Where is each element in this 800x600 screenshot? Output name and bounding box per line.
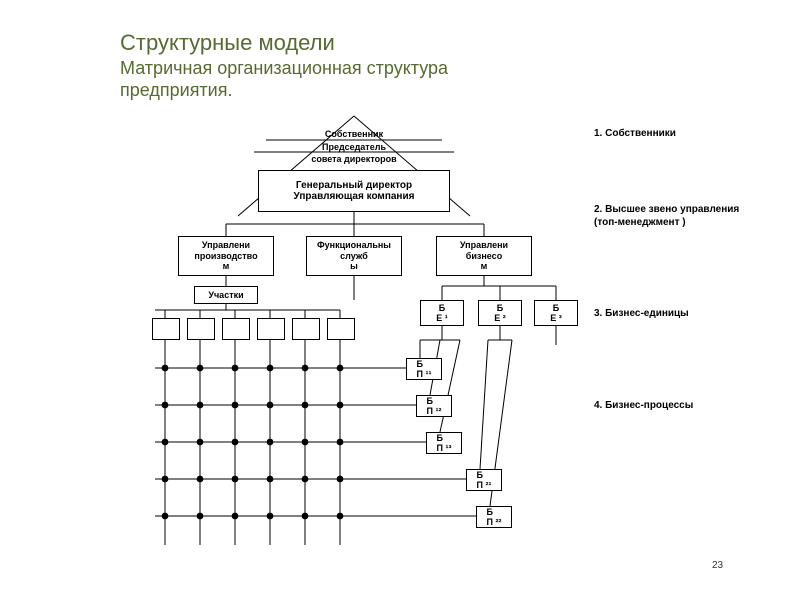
section-cell-6 xyxy=(327,318,355,340)
bp-21-box: Б П ²¹ xyxy=(466,469,502,491)
be-2-box: БЕ ² xyxy=(478,300,522,326)
bp-22-box: Б П ²² xyxy=(476,506,512,528)
owner-label: Собственник xyxy=(318,128,390,140)
title-sub: Матричная организационная структура пред… xyxy=(120,58,550,101)
ceo-box: Генеральный директор Управляющая компани… xyxy=(258,170,450,212)
section-cell-4 xyxy=(257,318,285,340)
chairman-label-1: Председатель xyxy=(300,142,408,153)
mgmt-prod-box: Управлени производство м xyxy=(178,236,274,276)
mgmt-biz-box: Управлени бизнесо м xyxy=(436,236,532,276)
slide-canvas: { "title": { "main": "Структурные модели… xyxy=(0,0,800,600)
ceo-line-1: Генеральный директор xyxy=(296,180,412,192)
title-main: Структурные модели xyxy=(120,30,335,56)
side-label-3: 3. Бизнес-единицы xyxy=(594,308,689,320)
sections-box: Участки xyxy=(194,286,258,304)
bp-12-box: Б П ¹² xyxy=(416,395,452,417)
side-label-1: 1. Собственники xyxy=(594,128,676,140)
bp-11-box: Б П ¹¹ xyxy=(406,358,442,380)
chairman-label-2: совета директоров xyxy=(300,154,408,165)
section-cell-2 xyxy=(187,318,215,340)
bp-13-box: Б П ¹³ xyxy=(426,432,462,454)
slide-number: 23 xyxy=(712,560,723,571)
section-cell-5 xyxy=(292,318,320,340)
be-3-box: БЕ ³ xyxy=(534,300,578,326)
side-label-2a: 2. Высшее звено управления xyxy=(594,204,739,216)
func-box: Функциональны служб ы xyxy=(306,236,402,276)
section-cell-3 xyxy=(222,318,250,340)
side-label-2b: (топ-менеджмент ) xyxy=(594,217,686,229)
section-cell-1 xyxy=(152,318,180,340)
be-1-box: БЕ ¹ xyxy=(420,300,464,326)
matrix-dots xyxy=(162,365,344,520)
side-label-4: 4. Бизнес-процессы xyxy=(594,400,693,412)
ceo-line-2: Управляющая компания xyxy=(294,191,415,203)
